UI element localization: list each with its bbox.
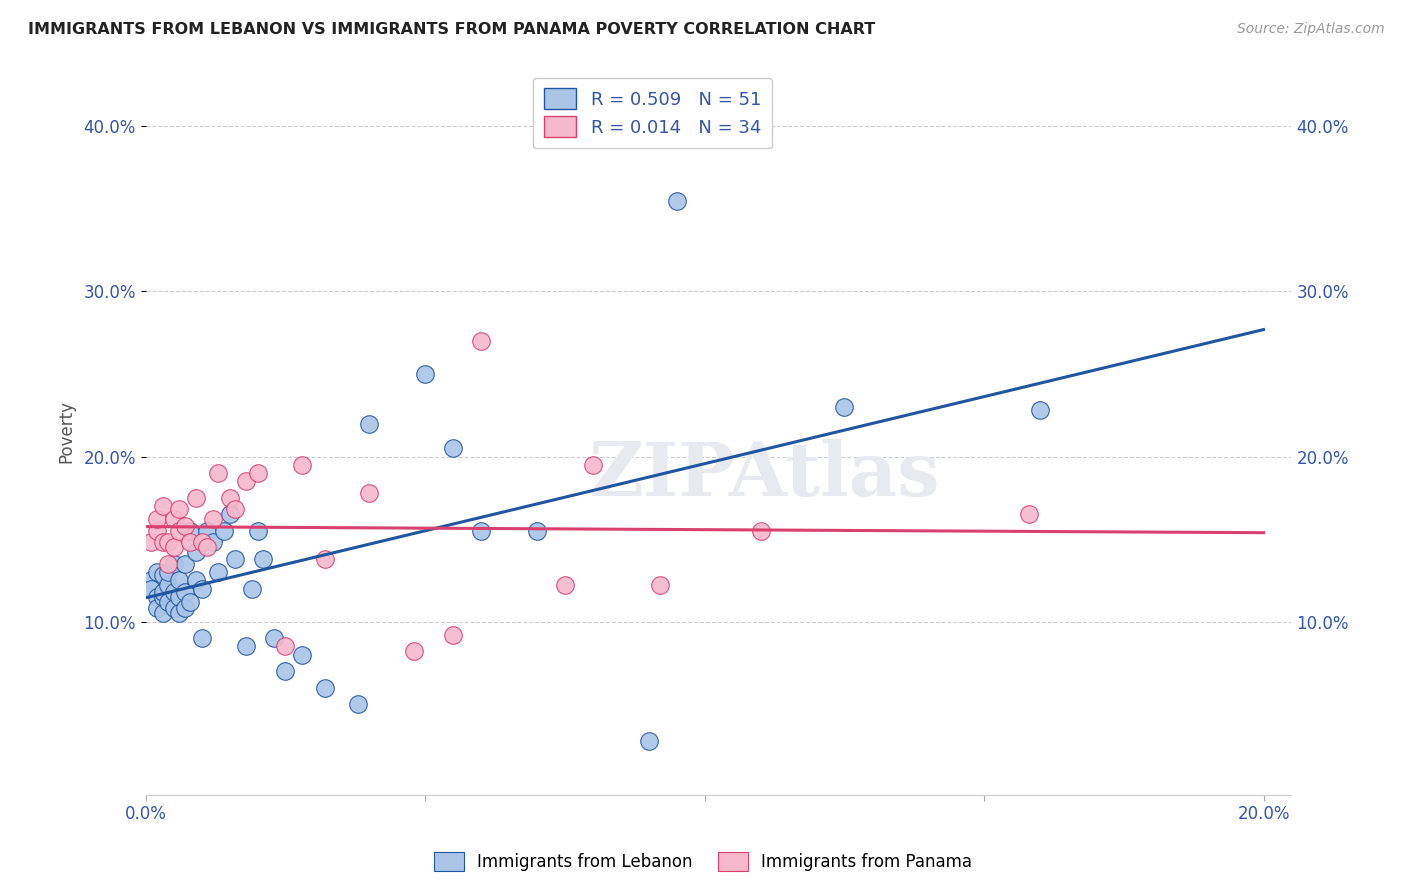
Point <box>146 524 169 538</box>
Point <box>235 640 257 654</box>
Point <box>470 524 492 538</box>
Point <box>190 582 212 596</box>
Point <box>201 535 224 549</box>
Point <box>184 545 207 559</box>
Point <box>218 491 240 505</box>
Point <box>291 648 314 662</box>
Y-axis label: Poverty: Poverty <box>58 401 75 463</box>
Point <box>246 466 269 480</box>
Point <box>146 590 169 604</box>
Point <box>207 466 229 480</box>
Text: ZIPAtlas: ZIPAtlas <box>589 439 941 512</box>
Point <box>526 524 548 538</box>
Point <box>252 552 274 566</box>
Point <box>141 582 163 596</box>
Point <box>246 524 269 538</box>
Point <box>152 499 174 513</box>
Point <box>152 535 174 549</box>
Point <box>554 578 576 592</box>
Point <box>146 601 169 615</box>
Point <box>152 590 174 604</box>
Legend: R = 0.509   N = 51, R = 0.014   N = 34: R = 0.509 N = 51, R = 0.014 N = 34 <box>533 78 772 148</box>
Point <box>169 607 191 621</box>
Point <box>470 334 492 348</box>
Point <box>169 590 191 604</box>
Text: IMMIGRANTS FROM LEBANON VS IMMIGRANTS FROM PANAMA POVERTY CORRELATION CHART: IMMIGRANTS FROM LEBANON VS IMMIGRANTS FR… <box>28 22 876 37</box>
Point <box>201 512 224 526</box>
Point <box>190 631 212 645</box>
Point <box>441 628 464 642</box>
Point <box>441 442 464 456</box>
Point <box>834 400 856 414</box>
Text: Source: ZipAtlas.com: Source: ZipAtlas.com <box>1237 22 1385 37</box>
Point <box>173 601 195 615</box>
Point <box>402 644 425 658</box>
Point <box>665 194 688 208</box>
Point <box>291 458 314 472</box>
Point <box>152 585 174 599</box>
Point <box>207 565 229 579</box>
Point <box>359 417 381 431</box>
Point <box>218 508 240 522</box>
Point <box>212 524 235 538</box>
Point <box>173 557 195 571</box>
Point <box>146 565 169 579</box>
Point <box>274 664 297 678</box>
Point <box>637 733 659 747</box>
Point <box>157 595 180 609</box>
Point <box>314 681 336 695</box>
Point <box>347 698 370 712</box>
Point <box>163 585 186 599</box>
Point <box>152 568 174 582</box>
Point <box>157 557 180 571</box>
Point <box>235 475 257 489</box>
Point <box>146 512 169 526</box>
Point <box>413 367 436 381</box>
Point <box>152 607 174 621</box>
Point <box>163 601 186 615</box>
Point <box>195 524 218 538</box>
Point <box>1018 508 1040 522</box>
Point <box>1029 403 1052 417</box>
Point <box>157 565 180 579</box>
Point <box>224 502 246 516</box>
Point <box>648 578 671 592</box>
Point <box>141 535 163 549</box>
Legend: Immigrants from Lebanon, Immigrants from Panama: Immigrants from Lebanon, Immigrants from… <box>426 843 980 880</box>
Point <box>173 519 195 533</box>
Point <box>224 552 246 566</box>
Point <box>582 458 605 472</box>
Point <box>314 552 336 566</box>
Point <box>163 541 186 555</box>
Point <box>184 574 207 588</box>
Point <box>240 582 263 596</box>
Point <box>749 524 772 538</box>
Point <box>141 574 163 588</box>
Point <box>190 535 212 549</box>
Point <box>179 595 201 609</box>
Point <box>169 574 191 588</box>
Point <box>163 512 186 526</box>
Point <box>169 524 191 538</box>
Point <box>157 578 180 592</box>
Point <box>195 541 218 555</box>
Point <box>359 486 381 500</box>
Point <box>173 585 195 599</box>
Point <box>169 502 191 516</box>
Point <box>274 640 297 654</box>
Point <box>179 535 201 549</box>
Point <box>179 524 201 538</box>
Point <box>184 491 207 505</box>
Point <box>263 631 285 645</box>
Point <box>157 535 180 549</box>
Point <box>163 557 186 571</box>
